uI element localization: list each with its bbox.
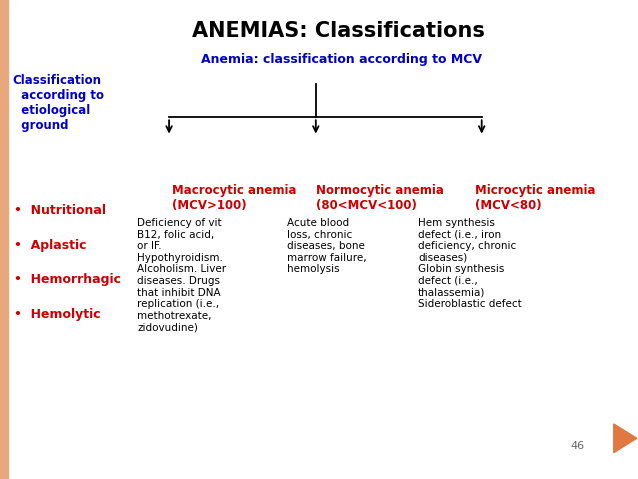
Text: 46: 46: [570, 442, 584, 451]
Text: ANEMIAS: Classifications: ANEMIAS: Classifications: [191, 21, 485, 41]
Text: Microcytic anemia
(MCV<80): Microcytic anemia (MCV<80): [475, 184, 596, 212]
Text: Acute blood
loss, chronic
diseases, bone
marrow failure,
hemolysis: Acute blood loss, chronic diseases, bone…: [287, 218, 367, 274]
Text: Anemia: classification according to MCV: Anemia: classification according to MCV: [201, 53, 482, 67]
Text: •  Nutritional: • Nutritional: [14, 204, 106, 217]
Bar: [0, 0, 8, 479]
Text: •  Aplastic: • Aplastic: [14, 239, 87, 252]
Polygon shape: [614, 424, 637, 453]
Text: Macrocytic anemia
(MCV>100): Macrocytic anemia (MCV>100): [172, 184, 297, 212]
Text: •  Hemolytic: • Hemolytic: [14, 308, 101, 321]
Text: Normocytic anemia
(80<MCV<100): Normocytic anemia (80<MCV<100): [316, 184, 443, 212]
Text: Hem synthesis
defect (i.e., iron
deficiency, chronic
diseases)
Globin synthesis
: Hem synthesis defect (i.e., iron deficie…: [418, 218, 522, 309]
Text: •  Hemorrhagic: • Hemorrhagic: [14, 273, 121, 286]
Text: Deficiency of vit
B12, folic acid,
or IF.
Hypothyroidism.
Alcoholism. Liver
dise: Deficiency of vit B12, folic acid, or IF…: [137, 218, 226, 332]
Text: Classification
  according to
  etiological
  ground: Classification according to etiological …: [13, 74, 104, 132]
